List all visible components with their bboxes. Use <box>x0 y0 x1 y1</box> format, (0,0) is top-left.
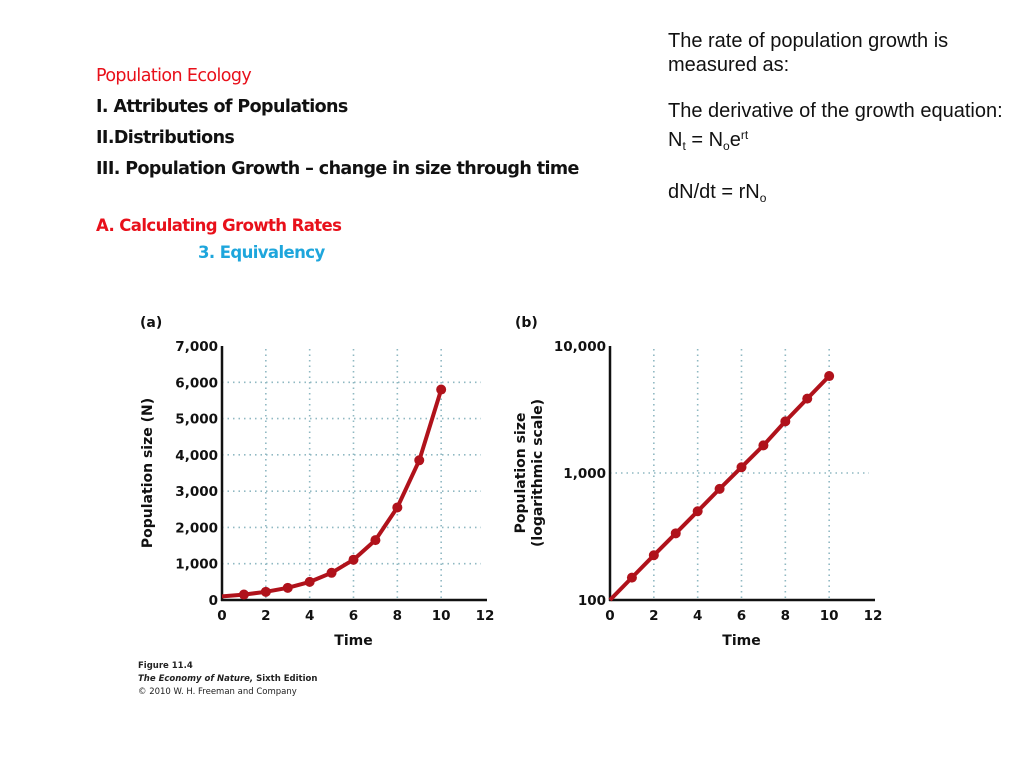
x-tick-label: 0 <box>605 608 614 624</box>
y-tick-label: 100 <box>578 593 606 609</box>
eq-o-sub: o <box>723 139 730 153</box>
y-axis-label: Population size <box>513 413 529 534</box>
data-point <box>758 440 769 451</box>
x-tick-label: 10 <box>820 608 839 624</box>
outline-title: Population Ecology <box>96 66 252 86</box>
y-tick-label: 6,000 <box>175 375 218 391</box>
equation-prefix: The derivative of the growth equation: <box>668 100 1003 122</box>
data-point <box>780 416 791 427</box>
y-axis-label: Population size (N) <box>140 398 156 548</box>
y-tick-label: 1,000 <box>175 557 218 573</box>
eq-rt-sup: rt <box>740 128 749 142</box>
panel-label: (b) <box>515 315 538 331</box>
eq-n: N <box>668 129 683 151</box>
deriv-o-sub: o <box>759 191 767 205</box>
figure-number: Figure 11.4 <box>138 661 193 671</box>
chart-a-linear: (a) 0 1,000 2,000 3,000 4,000 5,000 6,000 7,000 0… <box>140 315 495 649</box>
data-point <box>802 393 813 404</box>
data-point <box>414 455 425 466</box>
x-tick-label: 2 <box>649 608 658 624</box>
eq-e: e <box>729 129 741 151</box>
data-point <box>348 554 359 565</box>
x-tick-label: 10 <box>432 608 451 624</box>
y-tick-label: 5,000 <box>175 412 218 428</box>
x-tick-label: 12 <box>864 608 883 624</box>
panel-label: (a) <box>140 315 162 331</box>
y-tick-label: 1,000 <box>563 466 606 482</box>
book-title: The Economy of Nature, <box>138 674 254 684</box>
outline-item-3: III. Population Growth – change in size … <box>96 159 579 179</box>
data-point <box>824 371 835 382</box>
y-tick-label: 0 <box>209 593 218 609</box>
y-tick-label: 7,000 <box>175 339 218 355</box>
data-point <box>304 576 315 587</box>
y-tick-label: 3,000 <box>175 484 218 500</box>
figure-source: The Economy of Nature, Sixth Edition <box>138 673 317 686</box>
data-point <box>260 586 271 597</box>
y-tick-label: 10,000 <box>554 339 606 355</box>
series-line <box>221 388 444 599</box>
x-tick-label: 0 <box>217 608 226 624</box>
x-tick-label: 8 <box>781 608 790 624</box>
data-point <box>626 572 637 583</box>
x-tick-label: 8 <box>393 608 402 624</box>
data-point <box>282 582 293 593</box>
data-point <box>370 535 381 546</box>
data-point <box>648 550 659 561</box>
outline-sub-3: 3. Equivalency <box>198 243 325 262</box>
x-tick-label: 6 <box>349 608 358 624</box>
explanation-line-1: The rate of population growth is measure… <box>668 30 949 76</box>
x-tick-label: 4 <box>305 608 314 624</box>
y-axis-label: (logarithmic scale) <box>530 399 546 547</box>
data-point <box>692 506 703 517</box>
x-tick-label: 4 <box>693 608 702 624</box>
x-tick-label: 6 <box>737 608 746 624</box>
data-point <box>736 462 747 473</box>
y-tick-label: 2,000 <box>175 520 218 536</box>
x-axis-label: Time <box>722 633 760 649</box>
x-tick-label: 2 <box>261 608 270 624</box>
book-edition: Sixth Edition <box>253 674 318 684</box>
explanation-line-2: The derivative of the growth equation: N… <box>668 99 1018 158</box>
explanation-text: The rate of population growth is measure… <box>668 29 1018 210</box>
figure-caption: Figure 11.4 The Economy of Nature, Sixth… <box>138 660 317 699</box>
data-point <box>714 483 725 494</box>
eq-t-sub: t <box>682 139 686 153</box>
data-point <box>326 567 337 578</box>
derivative-line: dN/dt = rNo <box>668 180 1018 210</box>
outline-item-1: I. Attributes of Populations <box>96 97 348 117</box>
eq-equals: = N <box>685 129 724 151</box>
x-axis-label: Time <box>334 633 372 649</box>
data-point <box>238 589 249 600</box>
copyright: © 2010 W. H. Freeman and Company <box>138 687 297 697</box>
data-point <box>392 502 403 513</box>
deriv-prefix: dN/dt = rN <box>668 181 760 203</box>
data-point <box>436 384 447 395</box>
x-tick-label: 12 <box>476 608 495 624</box>
data-point <box>670 528 681 539</box>
y-tick-label: 4,000 <box>175 448 218 464</box>
outline-item-2: II.Distributions <box>96 128 235 148</box>
chart-b-log: (b) 100 1,000 10,000 0 2 4 6 8 10 12 Time Population… <box>513 315 883 649</box>
outline-sub-a: A. Calculating Growth Rates <box>96 216 342 235</box>
